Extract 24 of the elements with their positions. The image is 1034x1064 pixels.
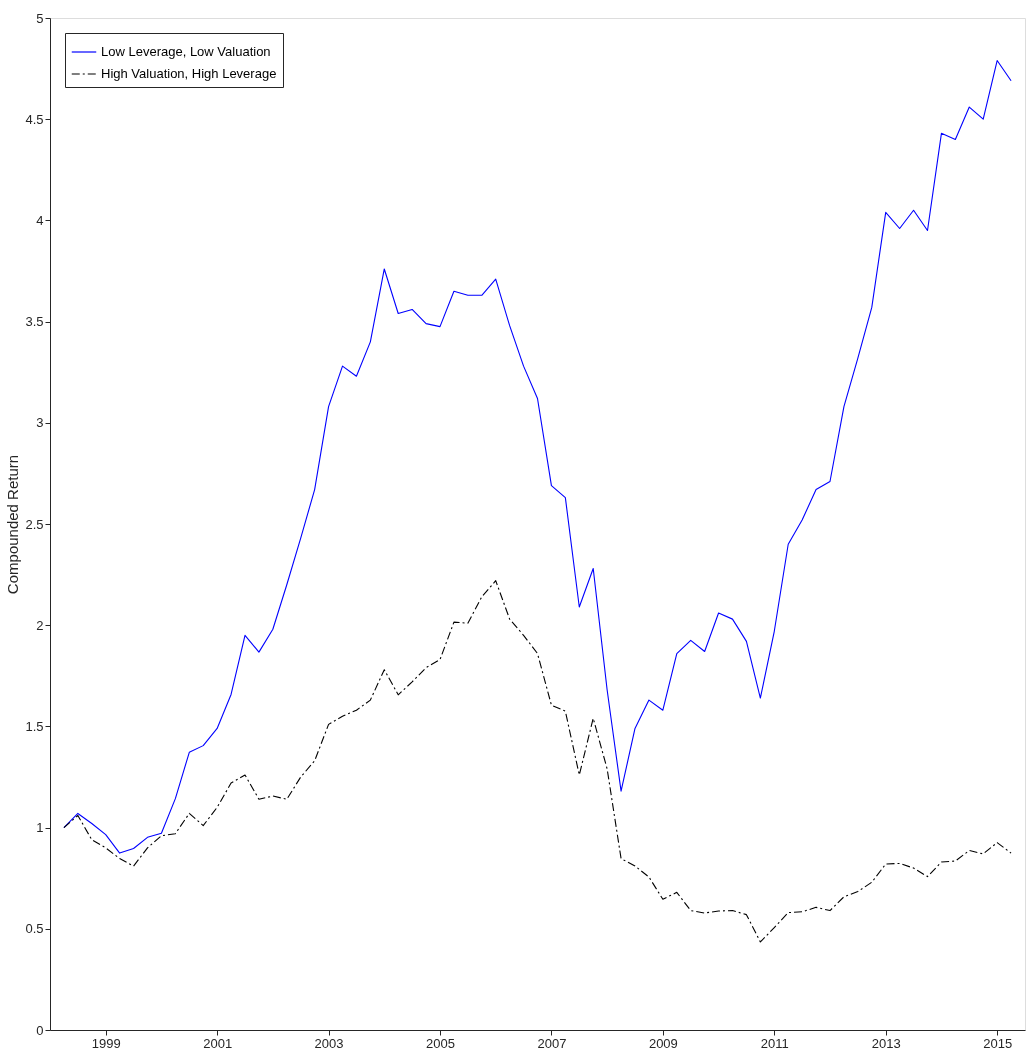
y-tick-label: 0 bbox=[36, 1022, 44, 1038]
x-tick-label: 2009 bbox=[648, 1035, 678, 1051]
line-series bbox=[63, 580, 1012, 943]
x-tick-label: 2005 bbox=[426, 1035, 455, 1051]
y-tick-label: 3 bbox=[36, 415, 44, 431]
y-tick-label: 2.5 bbox=[25, 516, 44, 532]
y-tick-label: 3.5 bbox=[25, 314, 44, 330]
x-tick-label: 1999 bbox=[91, 1035, 121, 1051]
y-tick-label: 5 bbox=[36, 10, 44, 26]
legend-label: High Valuation, High Leverage bbox=[101, 66, 277, 81]
y-tick-label: 4 bbox=[36, 212, 44, 228]
x-tick-label: 2007 bbox=[537, 1035, 567, 1051]
y-tick-label: 1.5 bbox=[25, 718, 44, 734]
legend-label: Low Leverage, Low Valuation bbox=[101, 44, 271, 59]
y-tick-label: 1 bbox=[36, 820, 44, 836]
x-tick-label: 2001 bbox=[203, 1035, 233, 1051]
y-tick-label: 0.5 bbox=[25, 921, 44, 937]
x-tick-label: 2003 bbox=[314, 1035, 344, 1051]
x-tick-label: 2013 bbox=[871, 1035, 901, 1051]
y-tick-label: 2 bbox=[36, 617, 44, 633]
x-tick-label: 2015 bbox=[983, 1035, 1013, 1051]
y-tick-label: 4.5 bbox=[25, 111, 44, 127]
x-tick-label: 2011 bbox=[760, 1035, 789, 1051]
y-axis-title: Compounded Return bbox=[4, 454, 22, 595]
